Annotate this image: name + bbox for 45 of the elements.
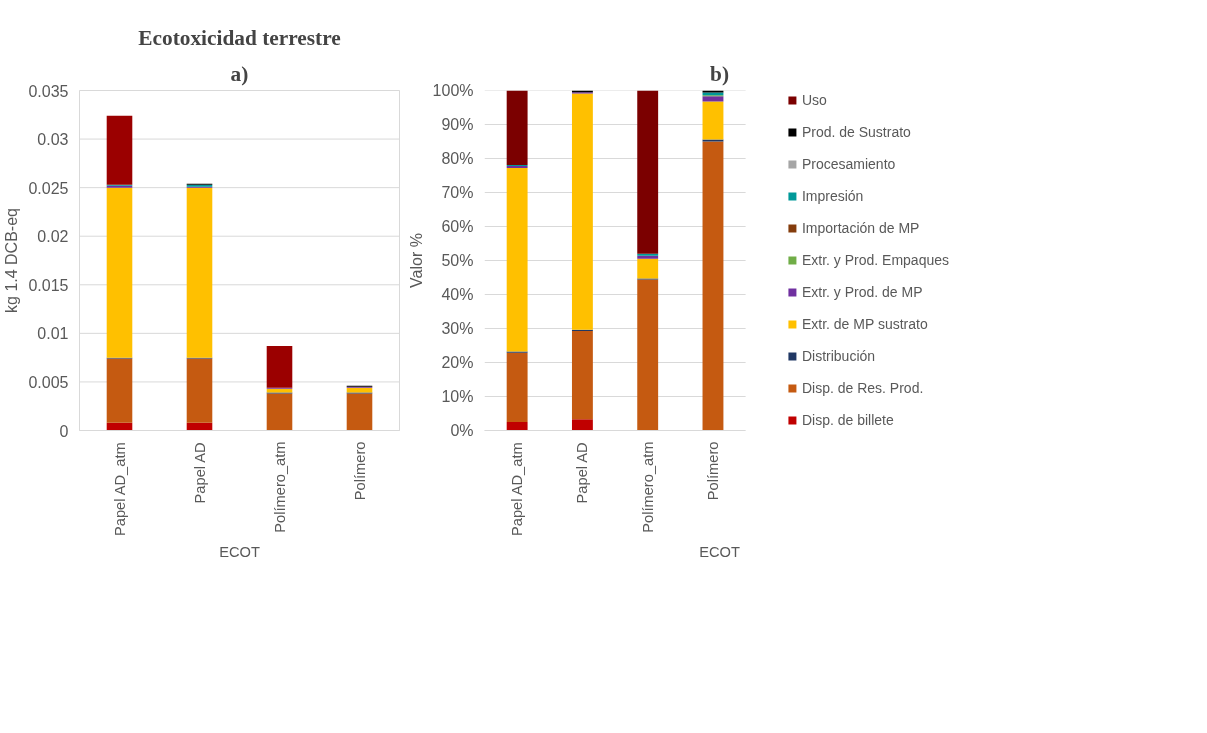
y-tick-label: 30% bbox=[441, 320, 474, 337]
legend-label: Prod. de Sustrato bbox=[801, 124, 911, 140]
chart-subtitle: a) bbox=[230, 61, 249, 86]
chart-title: b) bbox=[710, 61, 729, 86]
y-tick-label: 60% bbox=[441, 218, 474, 235]
legend-label: Extr. de MP sustrato bbox=[801, 316, 928, 332]
legend-label: Importación de MP bbox=[801, 220, 920, 236]
y-tick-label: 40% bbox=[441, 286, 474, 303]
y-tick-label: 0.015 bbox=[28, 276, 69, 294]
y-tick-label: 10% bbox=[441, 388, 474, 405]
legend-label: Disp. de billete bbox=[801, 412, 894, 428]
legend-label: Procesamiento bbox=[801, 156, 896, 172]
y-tick-label: 0.03 bbox=[37, 131, 69, 149]
legend-label: Extr. y Prod. Empaques bbox=[801, 252, 949, 268]
y-tick-label: 0.02 bbox=[37, 228, 69, 246]
y-tick-label: 0.005 bbox=[28, 373, 69, 391]
y-tick-label: 0% bbox=[450, 422, 474, 439]
legend-label: Impresión bbox=[801, 188, 864, 204]
y-tick-label: 90% bbox=[441, 116, 474, 133]
x-axis-title: ECOT bbox=[219, 544, 260, 560]
x-tick-label: Papel AD_atm bbox=[509, 442, 526, 536]
y-tick-label: 0.035 bbox=[28, 82, 69, 100]
y-tick-label: 80% bbox=[441, 150, 474, 167]
x-tick-label: Papel AD_atm bbox=[111, 442, 128, 536]
x-tick-label: Polímero bbox=[704, 441, 721, 501]
y-tick-label: 70% bbox=[441, 184, 474, 201]
legend-label: Uso bbox=[801, 92, 827, 108]
x-tick-label: Papel AD bbox=[191, 442, 208, 504]
legend-label: Extr. y Prod. de MP bbox=[801, 284, 923, 300]
x-tick-label: Polímero bbox=[351, 441, 368, 501]
y-tick-label: 0.025 bbox=[28, 179, 69, 197]
y-axis-title: kg 1.4 DCB-eq bbox=[3, 208, 21, 313]
x-tick-label: Polímero_atm bbox=[271, 441, 288, 533]
x-tick-label: Polímero_atm bbox=[639, 441, 656, 533]
legend-label: Disp. de Res. Prod. bbox=[801, 380, 924, 396]
y-tick-label: 0 bbox=[59, 422, 69, 440]
chart-title: Ecotoxicidad terrestre bbox=[138, 25, 341, 50]
y-tick-label: 100% bbox=[432, 82, 474, 99]
legend-label: Distribución bbox=[801, 348, 876, 364]
y-axis-title: Valor % bbox=[407, 233, 425, 288]
y-tick-label: 0.01 bbox=[37, 325, 69, 343]
x-tick-label: Papel AD bbox=[574, 442, 591, 504]
y-tick-label: 20% bbox=[441, 354, 474, 371]
y-tick-label: 50% bbox=[441, 252, 474, 269]
x-axis-title: ECOT bbox=[699, 544, 740, 560]
